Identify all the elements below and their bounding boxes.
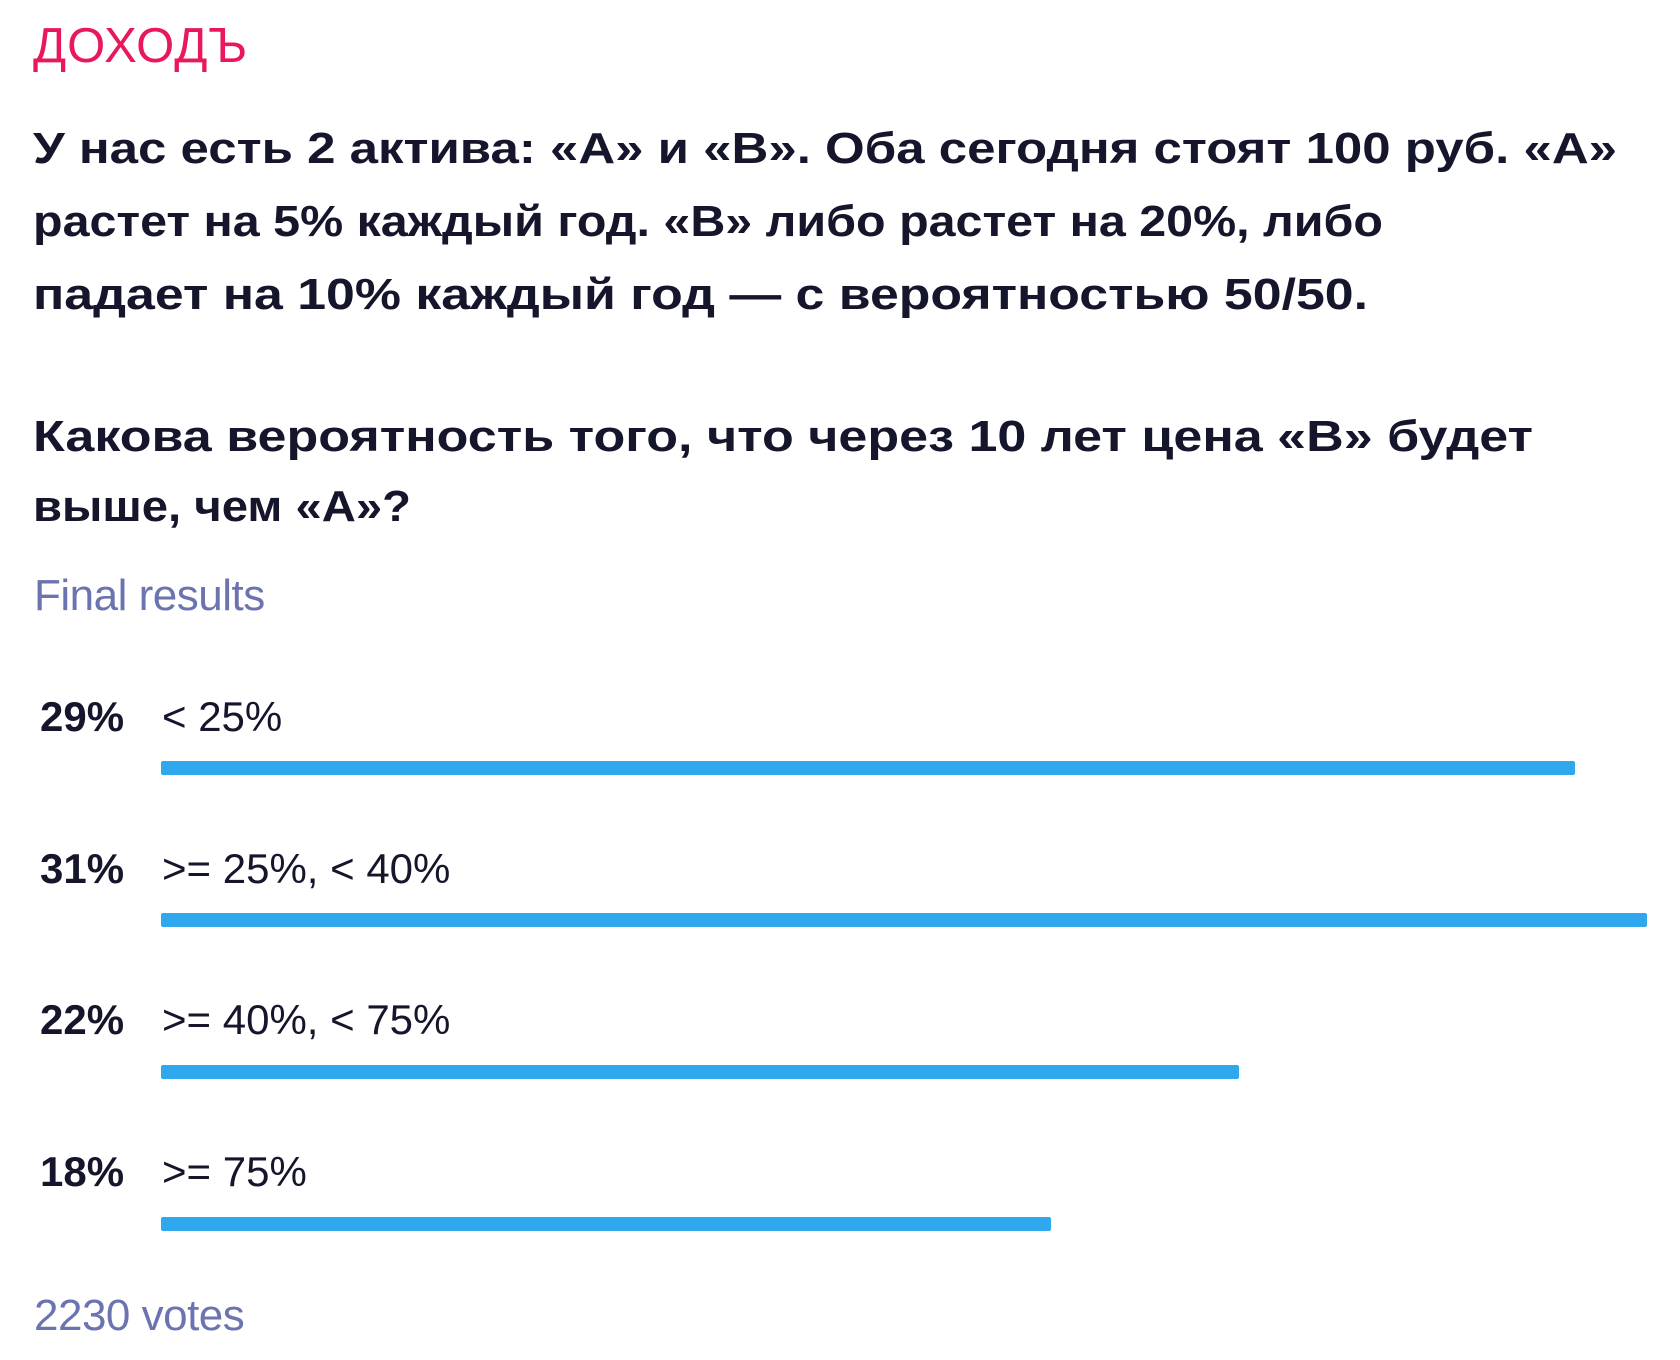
option-percent: 29% [40,693,125,740]
option-percent: 22% [40,996,125,1043]
result-bar [161,1065,1239,1079]
votes-count: 2230 votes [34,1291,245,1340]
option-percent: 18% [40,1148,125,1195]
poll-option[interactable]: 18% >= 75% [0,1148,1680,1298]
option-label: >= 25%, < 40% [162,845,451,892]
question-line: Какова вероятность того, что через 10 ле… [33,412,1533,461]
poll-option[interactable]: 31% >= 25%, < 40% [0,845,1680,995]
result-bar [161,761,1575,775]
poll-option[interactable]: 22% >= 40%, < 75% [0,996,1680,1146]
option-label: < 25% [162,693,283,740]
question-line: У нас есть 2 актива: «А» и «В». Оба сего… [33,124,1617,173]
result-bar [161,913,1647,927]
option-percent: 31% [40,845,125,892]
result-bar [161,1217,1051,1231]
option-label: >= 40%, < 75% [162,996,451,1043]
question-line: растет на 5% каждый год. «В» либо растет… [33,197,1383,246]
poll-status-label: Final results [34,571,265,620]
question-line: падает на 10% каждый год — с вероятность… [33,270,1368,319]
channel-title: ДОХОДЪ [33,19,249,73]
question-line: выше, чем «А»? [33,482,411,531]
option-label: >= 75% [162,1148,307,1195]
poll-option[interactable]: 29% < 25% [0,693,1680,843]
